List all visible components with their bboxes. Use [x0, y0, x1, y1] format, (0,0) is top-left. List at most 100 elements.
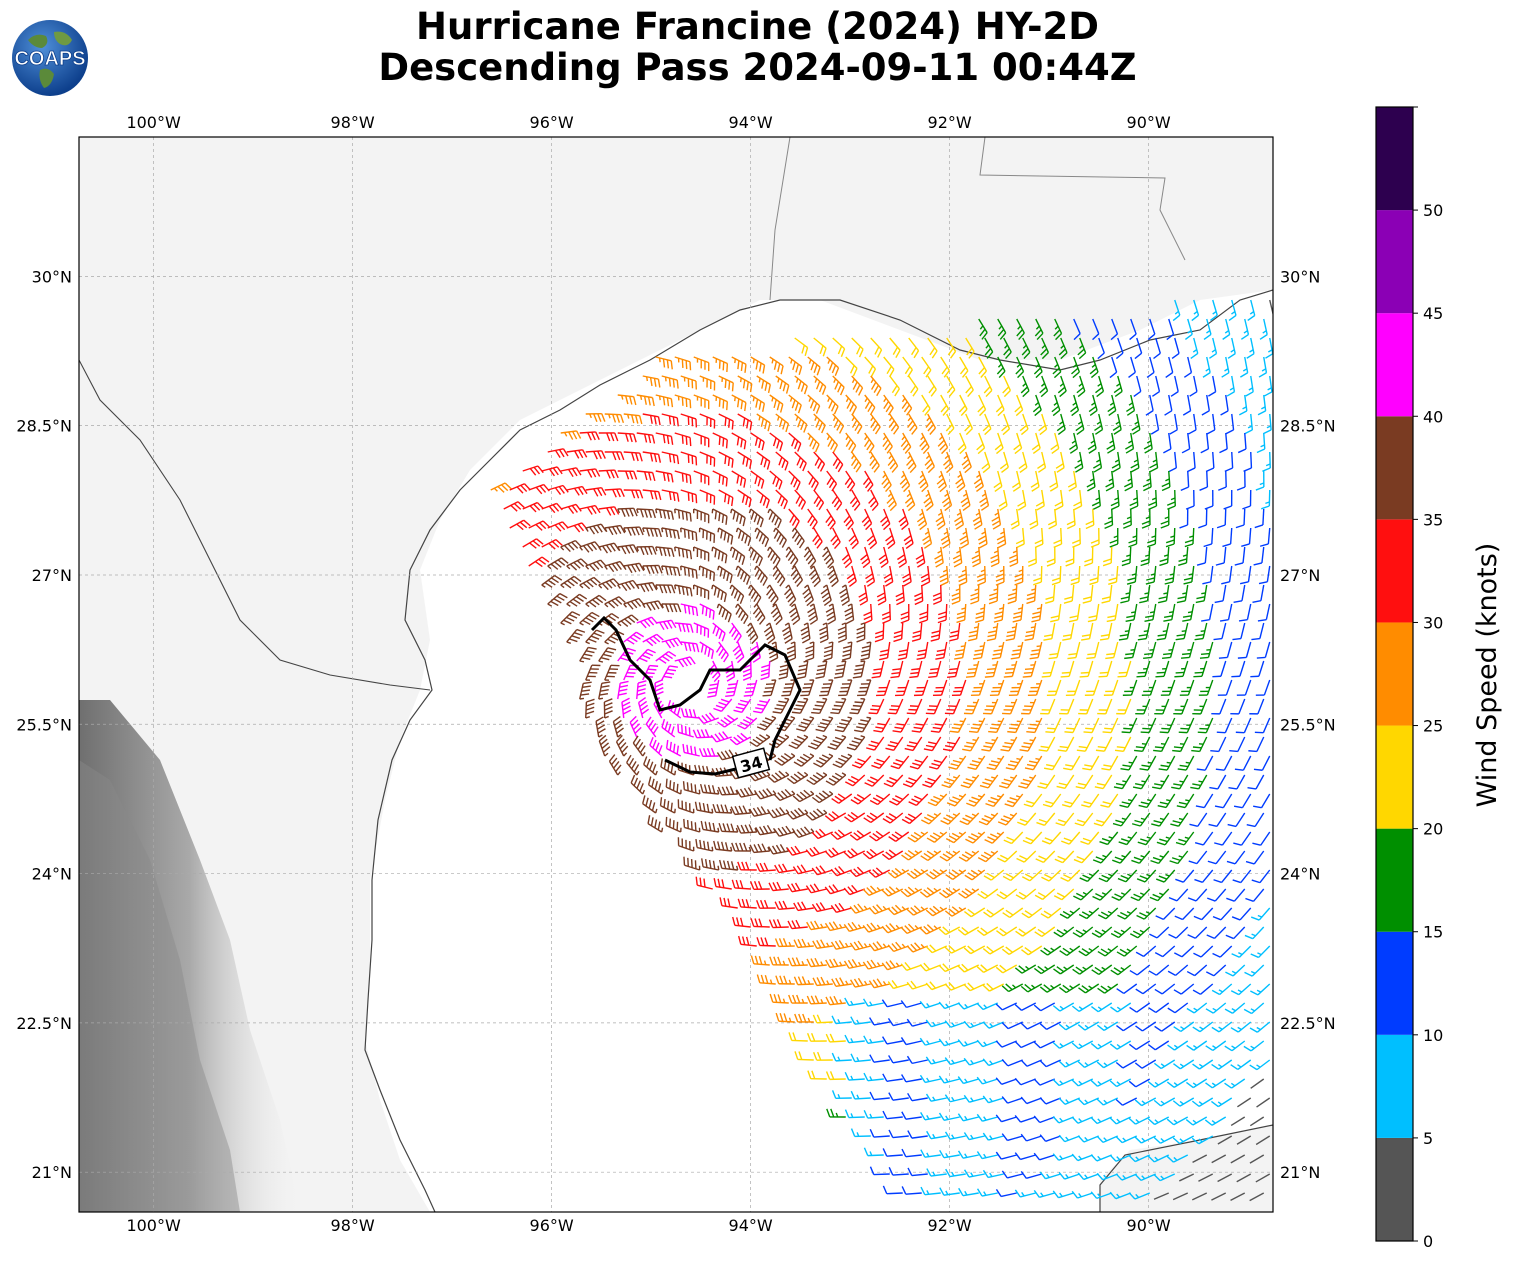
wind-barb: [805, 641, 815, 662]
wind-barb: [1081, 622, 1094, 641]
wind-barb: [579, 646, 597, 663]
wind-barb: [849, 977, 871, 988]
wind-barb: [1143, 432, 1153, 454]
wind-barb: [1255, 1173, 1271, 1183]
wind-barb: [951, 679, 967, 697]
wind-barb: [827, 565, 839, 588]
wind-barb: [1196, 755, 1214, 771]
wind-barb: [1179, 1173, 1195, 1182]
wind-barb: [1128, 1154, 1151, 1163]
wind-barb: [683, 856, 701, 871]
wind-barb: [1059, 945, 1081, 956]
wind-barb: [1224, 451, 1234, 473]
wind-barb: [990, 546, 1000, 568]
wind-barb: [1211, 698, 1227, 715]
wind-barb: [1198, 679, 1214, 696]
wind-barb: [746, 622, 759, 645]
wind-barb: [1176, 793, 1195, 809]
wind-barb: [909, 660, 923, 679]
wind-barb: [1000, 736, 1018, 752]
wind-barb: [827, 734, 847, 751]
wind-barb: [1075, 774, 1094, 790]
wind-barb: [849, 830, 872, 841]
wind-barb: [935, 641, 948, 660]
wind-barb: [845, 432, 857, 454]
wind-barb: [661, 489, 680, 502]
wind-barb: [812, 527, 823, 549]
wind-barb: [844, 470, 856, 492]
wind-barb: [737, 861, 757, 871]
wind-barb: [1148, 1040, 1170, 1051]
wind-barb: [655, 619, 677, 631]
wind-barb: [832, 375, 845, 396]
wind-barb: [1039, 1097, 1061, 1105]
wind-barb: [881, 849, 904, 861]
wind-barb: [1001, 1021, 1024, 1030]
wind-barb: [737, 413, 753, 431]
wind-barb: [831, 793, 853, 804]
wind-barb: [1012, 603, 1024, 623]
wind-barb: [1017, 812, 1037, 826]
wind-barb: [1107, 394, 1117, 416]
lon-tick-label-top: 98°W: [331, 113, 375, 132]
wind-barb: [1116, 945, 1138, 957]
wind-barb: [1249, 698, 1265, 715]
wind-barb: [1172, 736, 1189, 753]
wind-barb: [851, 413, 863, 435]
wind-barb: [579, 576, 601, 590]
wind-barb: [928, 660, 942, 679]
wind-barb: [958, 850, 980, 862]
wind-barb: [1119, 793, 1138, 808]
wind-barb: [807, 470, 819, 491]
wind-barb: [1134, 1097, 1157, 1107]
wind-barb: [908, 793, 929, 806]
wind-barb: [768, 881, 789, 892]
wind-barb: [919, 924, 942, 935]
wind-barb: [906, 868, 929, 880]
wind-barb: [1160, 508, 1170, 529]
wind-barb: [1128, 527, 1138, 548]
wind-barb: [680, 641, 700, 653]
wind-barb: [1003, 831, 1024, 845]
wind-barb: [788, 394, 802, 414]
wind-barb: [919, 1074, 941, 1084]
wind-barb: [621, 697, 632, 719]
colorbar-tick-label: 25: [1423, 717, 1443, 736]
wind-barb: [1256, 432, 1266, 454]
wind-barb: [1227, 812, 1246, 828]
wind-barb: [900, 432, 912, 454]
wind-barb: [1234, 546, 1246, 566]
wind-barb: [844, 811, 866, 823]
wind-barb: [930, 622, 942, 642]
wind-barb: [1040, 945, 1062, 956]
wind-barb: [1070, 394, 1080, 417]
wind-barb: [964, 413, 974, 436]
wind-barb: [1115, 1059, 1138, 1069]
wind-barb: [1041, 660, 1056, 678]
wind-barb: [1203, 527, 1214, 548]
wind-barb: [1014, 1115, 1036, 1123]
wind-barb: [977, 394, 987, 417]
wind-barb: [1135, 983, 1157, 995]
wind-barb: [769, 470, 783, 490]
wind-barb: [1020, 983, 1043, 993]
wind-barb: [1134, 736, 1151, 753]
wind-barb: [1128, 356, 1136, 379]
wind-barb: [1129, 318, 1137, 341]
wind-barb: [850, 451, 862, 473]
wind-barb: [1159, 717, 1176, 734]
wind-barb: [732, 641, 745, 664]
wind-barb: [1194, 869, 1214, 883]
chart-title: Hurricane Francine (2024) HY-2D Descendi…: [240, 6, 1275, 88]
wind-barb: [944, 944, 967, 954]
wind-barb: [945, 831, 967, 844]
wind-barb: [869, 1128, 890, 1138]
wind-barb: [1239, 565, 1252, 585]
wind-barb: [1109, 1116, 1132, 1125]
wind-barb: [680, 451, 698, 466]
wind-barb: [793, 753, 815, 767]
wind-barb: [1061, 793, 1081, 808]
wind-barb: [869, 451, 880, 473]
wind-barb: [843, 921, 865, 932]
wind-barb: [1156, 622, 1170, 641]
